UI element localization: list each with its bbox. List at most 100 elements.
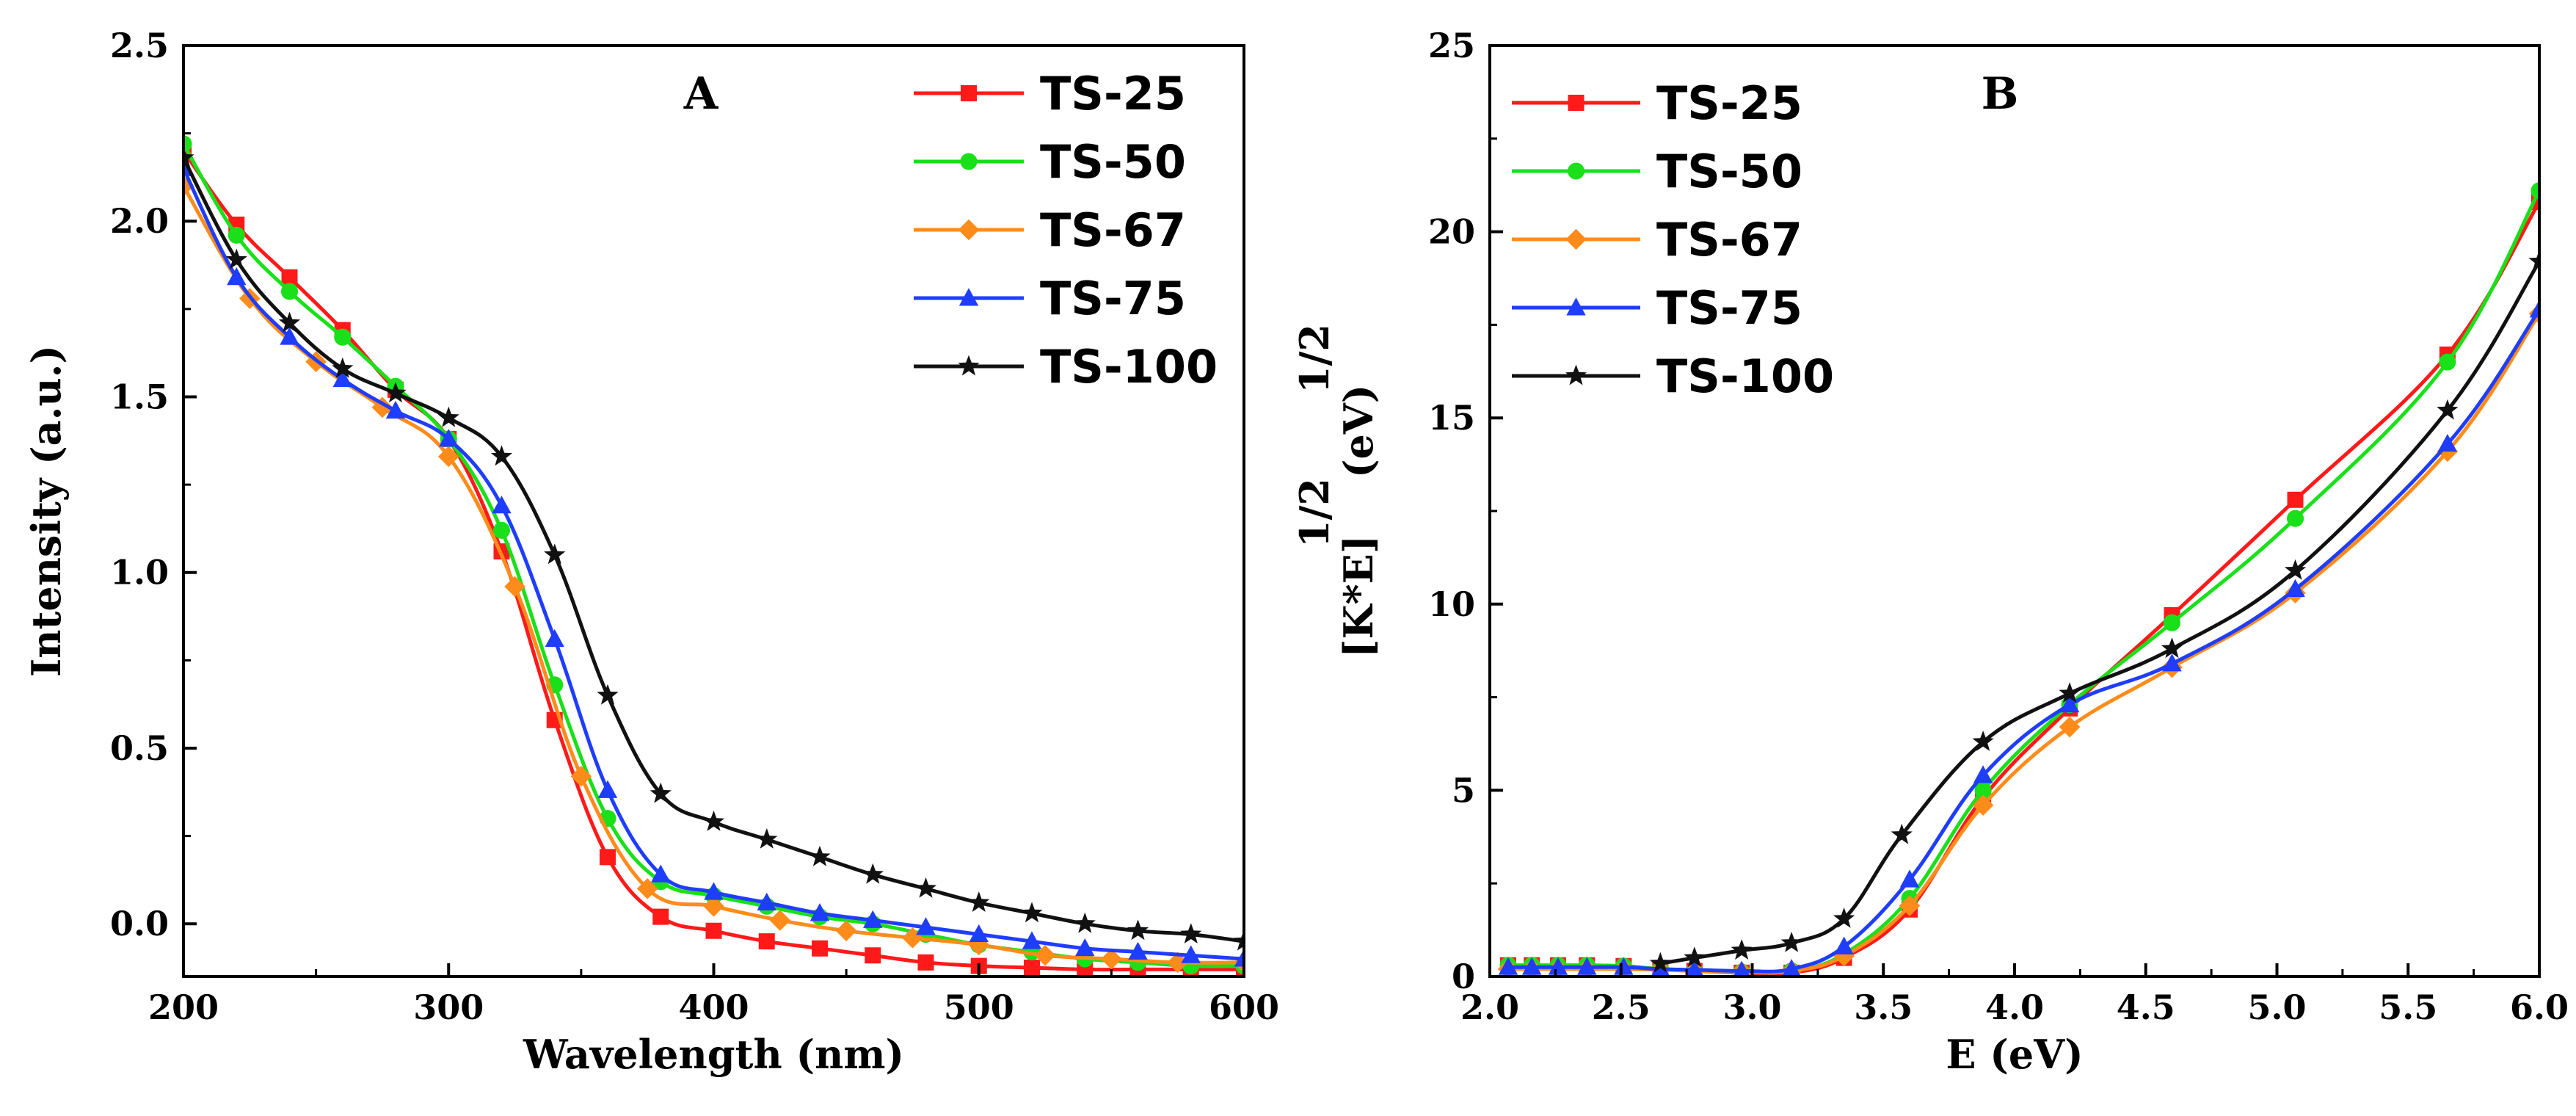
data-point [865,947,881,964]
y-tick-label: 25 [1428,26,1475,65]
data-point [756,828,778,849]
x-tick-label: 4.5 [2117,988,2175,1027]
data-point [652,908,669,925]
data-point [437,446,459,468]
data-point [636,878,658,899]
series-line [183,142,1244,968]
data-point [1181,945,1201,963]
data-point [2059,716,2081,738]
data-point [570,765,592,787]
y-tick-label: 0.0 [110,904,169,943]
data-point [757,892,776,910]
data-point [332,357,354,378]
y-tick-label: 5 [1452,770,1475,810]
y-tick-label: 20 [1428,212,1475,252]
data-point [705,922,722,939]
data-point [334,328,352,346]
data-point [812,940,828,957]
data-point [437,406,459,427]
y-tick-label: 10 [1428,584,1475,624]
data-point [1034,944,1056,966]
data-point [2439,353,2456,371]
data-point [492,521,511,539]
data-point [1127,919,1149,941]
data-point [968,891,990,912]
legend-marker [958,355,980,376]
data-point [1614,957,1634,975]
x-tick-label: 5.5 [2379,988,2437,1027]
data-point [1024,960,1040,976]
data-point [862,863,884,884]
x-tick-label: 400 [678,988,749,1027]
data-point [1180,923,1202,943]
legend-marker [1565,228,1587,250]
data-point [914,877,937,898]
data-point [1972,794,1994,816]
series-ts-75 [1498,300,2539,976]
data-point [1733,960,1750,976]
legend-label: TS-100 [1656,349,1834,403]
x-tick-label: 2.5 [1592,988,1651,1027]
data-point [2530,182,2539,200]
data-point [2284,559,2307,580]
data-point [2529,300,2539,318]
legend-marker [1567,162,1585,180]
data-point [1972,731,1994,751]
data-point [183,146,194,167]
data-point [544,543,566,565]
data-point [758,933,775,950]
data-point [1684,946,1706,968]
data-point [278,311,301,333]
y-tick-label: 2.5 [110,26,169,65]
data-point [1234,949,1244,967]
data-point [228,226,245,244]
data-point [1834,936,1854,954]
series-line [1659,260,2539,965]
data-point [2163,614,2181,631]
data-point [183,175,194,197]
legend-label: TS-75 [1040,272,1186,325]
series-ts-50 [183,135,1244,975]
data-point [1074,912,1096,933]
data-point [281,269,298,286]
data-point [1782,959,1802,976]
series-ts-100 [1649,250,2539,973]
data-point [1101,948,1122,970]
data-point [2162,653,2182,672]
data-point [835,920,857,942]
data-point [2161,637,2183,659]
data-point [1548,957,1568,975]
data-point [545,628,564,648]
data-point [332,369,352,388]
data-point [650,782,672,803]
series-ts-67 [1497,302,2539,976]
data-point [492,496,512,514]
x-tick-label: 3.5 [1854,988,1913,1027]
data-point [1685,960,1704,976]
legend-label: TS-67 [1040,203,1186,257]
data-point [2437,433,2458,452]
data-point [385,400,406,419]
data-point [1833,907,1855,928]
data-point [2059,682,2081,703]
legend-marker [1568,95,1584,111]
data-point [2528,250,2539,271]
data-point [1899,895,1921,916]
y-tick-label: 0.5 [110,728,169,768]
data-point [1498,957,1518,975]
data-point [1577,957,1597,975]
x-axis-label: E (eV) [1946,1031,2083,1078]
y-axis-label-main: [K*E] [1335,535,1382,658]
data-point [969,924,989,943]
legend-label: TS-50 [1040,135,1186,189]
data-point [504,576,525,598]
legend-marker [958,219,980,241]
x-tick-label: 5.0 [2247,988,2306,1027]
data-point [863,910,883,928]
chart-panel-a: 200 300 400 500 600 0.0 0.5 1.0 1.5 2.0 2.5 Wavelen… [23,26,1279,1078]
legend-marker [958,288,979,306]
data-point [1021,902,1043,923]
legend-label: TS-50 [1656,145,1802,198]
y-tick-label: 2.0 [110,201,169,241]
